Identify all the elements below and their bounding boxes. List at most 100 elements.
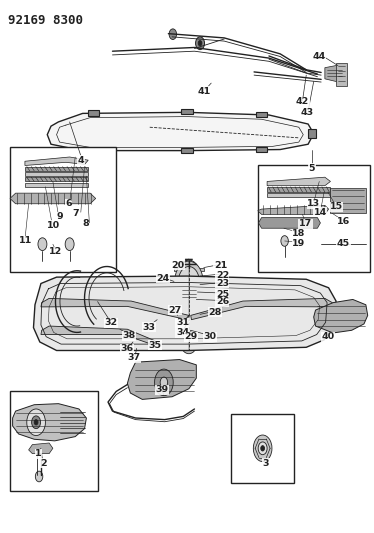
Polygon shape [29,443,53,454]
Circle shape [261,446,264,451]
Polygon shape [25,172,88,176]
Circle shape [196,37,205,50]
Circle shape [258,442,267,455]
Text: 26: 26 [216,297,229,306]
Circle shape [32,416,40,429]
Text: 17: 17 [299,220,312,229]
Bar [309,130,316,138]
Polygon shape [185,259,193,261]
Circle shape [185,318,193,328]
Circle shape [185,336,193,346]
Polygon shape [41,298,189,320]
Circle shape [175,261,203,302]
Text: 2: 2 [40,459,47,467]
Circle shape [154,369,173,395]
Text: 12: 12 [49,247,62,256]
Bar [181,148,193,154]
Text: 6: 6 [65,199,72,208]
Circle shape [36,471,43,482]
Polygon shape [178,278,199,296]
Circle shape [181,298,196,320]
Bar [88,110,99,116]
Bar [181,109,193,115]
Text: 3: 3 [263,459,269,467]
Text: 22: 22 [216,271,229,279]
Polygon shape [267,177,331,185]
Polygon shape [331,188,366,213]
Circle shape [178,266,199,296]
Circle shape [178,308,199,338]
Circle shape [253,435,272,462]
Circle shape [177,298,201,333]
Text: 33: 33 [142,322,156,332]
Polygon shape [182,288,196,301]
Circle shape [34,419,38,425]
Text: 34: 34 [176,328,189,337]
Text: 28: 28 [208,308,222,317]
Text: 92169 8300: 92169 8300 [8,14,83,27]
Text: 21: 21 [214,261,227,270]
Circle shape [198,41,202,46]
Text: 10: 10 [47,221,60,230]
Circle shape [186,305,192,313]
Circle shape [181,291,197,314]
Polygon shape [128,360,196,399]
Polygon shape [267,193,331,197]
Text: 43: 43 [300,108,313,117]
Text: 23: 23 [216,279,229,288]
Circle shape [186,272,192,280]
Polygon shape [25,157,88,165]
Text: 29: 29 [184,332,197,341]
Circle shape [184,309,193,322]
Polygon shape [258,217,321,228]
Text: 4: 4 [77,156,84,165]
Circle shape [281,236,288,246]
Text: 40: 40 [321,332,334,341]
Text: 13: 13 [307,199,320,208]
Circle shape [169,29,177,39]
Bar [10,391,98,491]
Bar [231,414,294,483]
Text: 5: 5 [309,164,315,173]
Text: 18: 18 [292,229,306,238]
Polygon shape [25,166,88,171]
Text: 30: 30 [203,332,217,341]
Polygon shape [41,326,155,345]
Bar [258,165,370,272]
Circle shape [186,298,192,307]
Polygon shape [174,268,204,271]
Circle shape [65,238,74,251]
Text: 38: 38 [123,331,136,340]
Text: 7: 7 [72,209,79,218]
Text: 8: 8 [82,220,89,229]
Circle shape [160,377,168,387]
Bar [256,147,267,152]
Polygon shape [13,403,86,441]
Text: 15: 15 [329,203,343,212]
Text: 32: 32 [104,318,117,327]
Text: 39: 39 [155,385,168,394]
Polygon shape [191,298,332,320]
Polygon shape [267,187,331,192]
Polygon shape [25,177,88,181]
Polygon shape [34,276,336,351]
Polygon shape [10,193,96,204]
Text: 31: 31 [176,318,189,327]
Polygon shape [314,300,368,333]
Polygon shape [325,66,343,82]
Bar [88,148,99,154]
Text: 1: 1 [36,449,42,458]
Text: 41: 41 [197,86,211,95]
Text: 16: 16 [337,217,350,227]
Text: 27: 27 [168,305,182,314]
Text: 45: 45 [337,239,350,248]
Circle shape [38,238,47,251]
Text: 36: 36 [121,344,134,353]
Text: 25: 25 [216,289,229,298]
Bar [10,147,116,272]
Text: 9: 9 [56,212,63,221]
Text: 37: 37 [128,353,141,362]
Text: 24: 24 [156,273,169,282]
Bar [256,112,267,117]
Circle shape [27,409,45,435]
